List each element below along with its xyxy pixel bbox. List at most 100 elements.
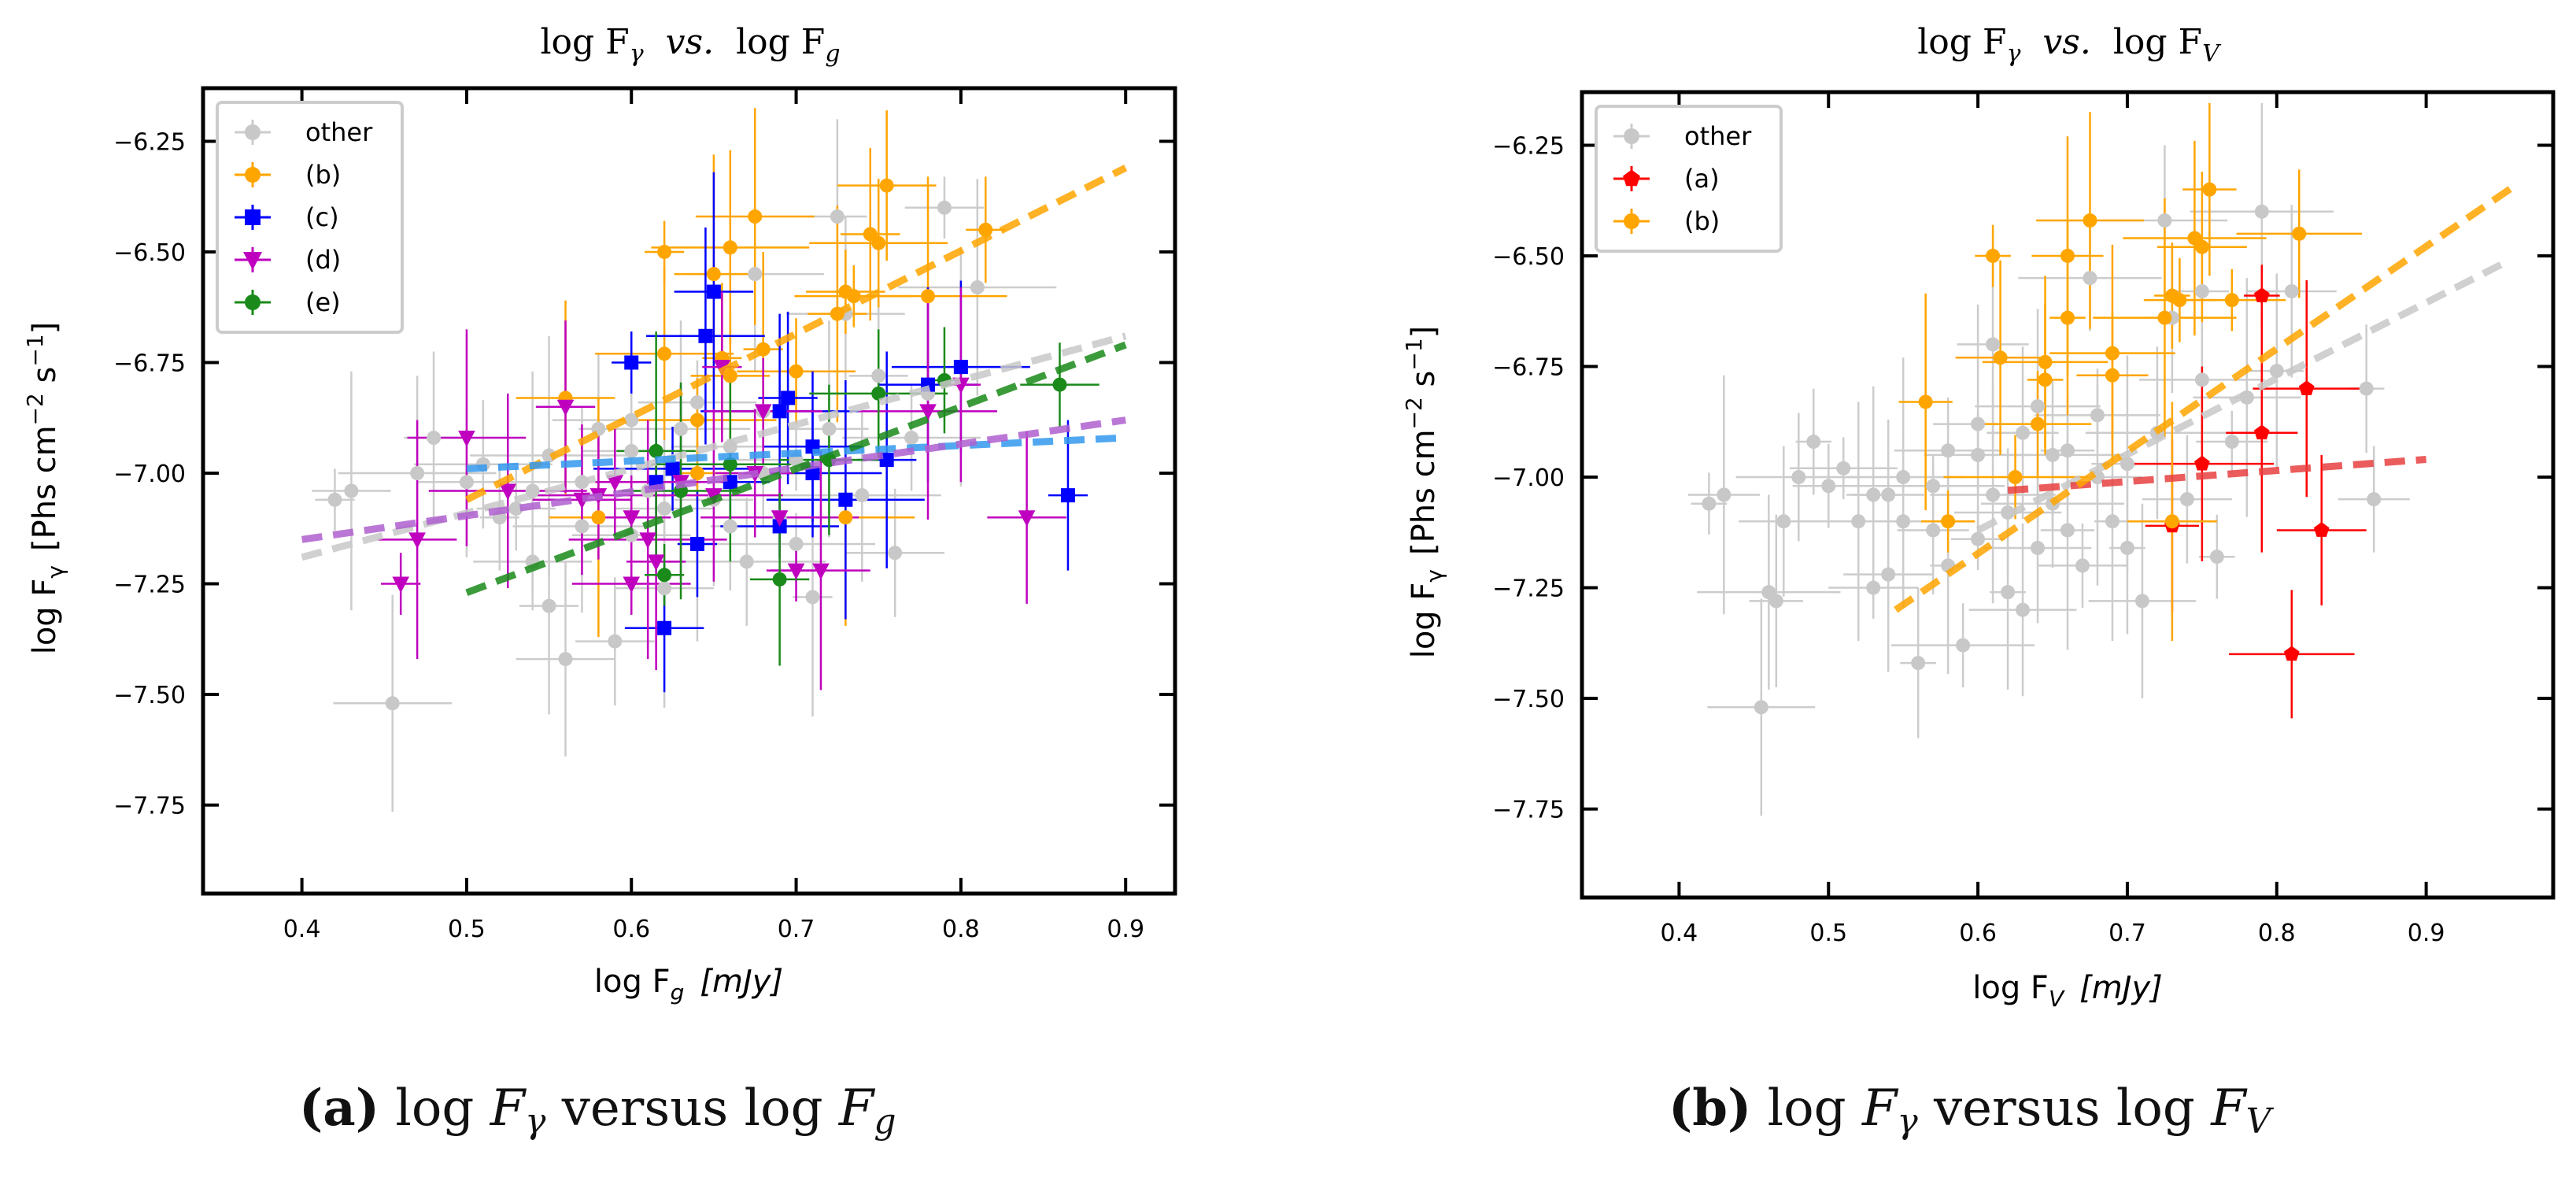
panel-b-point: [2038, 372, 2053, 387]
panel-b-point: [1866, 580, 1881, 595]
panel-a-xlabel: log Fg [mJy]: [594, 964, 783, 1005]
panel-b-point: [2179, 492, 2194, 507]
panel-b-point: [2016, 602, 2031, 617]
panel-b-xtick-label: 0.6: [1959, 920, 1997, 947]
panel-b-point: [1791, 470, 1806, 485]
panel-b-point: [2172, 293, 2187, 308]
panel-a-point: [723, 519, 737, 534]
panel-b-point: [1926, 523, 1941, 538]
panel-b-point: [2298, 380, 2315, 395]
panel-b-point: [2254, 204, 2269, 219]
panel-a-plot-area: [301, 108, 1128, 812]
panel-a-point: [657, 568, 672, 583]
panel-b-point: [1941, 443, 1956, 458]
panel-b-point: [2292, 226, 2307, 241]
panel-b-point: [2038, 354, 2053, 369]
panel-a-point: [781, 390, 796, 405]
panel-b-fit-line: [1976, 261, 2503, 534]
panel-b-ytick-label: −7.75: [1492, 797, 1565, 824]
panel-b-xtick-label: 0.5: [1809, 920, 1847, 947]
panel-a-point: [647, 554, 665, 572]
panel-a-point: [458, 431, 475, 447]
panel-b-point: [1896, 470, 1911, 485]
panel-a-point: [575, 519, 589, 534]
panel-a-point: [623, 576, 641, 594]
panel-b-point: [1926, 479, 1941, 494]
panel-b-point: [1776, 514, 1791, 529]
panel-b-title: log Fγ vs. log FV: [1917, 22, 2222, 68]
panel-b-ytick-label: −7.25: [1492, 576, 1565, 603]
panel-b-point: [2194, 283, 2209, 298]
panel-b-point: [2202, 182, 2217, 197]
panel-b-point: [2001, 585, 2016, 600]
panel-a-xtick-label: 0.9: [1107, 916, 1144, 943]
panel-a-point: [392, 576, 409, 594]
panel-b-point: [1896, 514, 1911, 529]
panel-a-point: [838, 510, 853, 525]
panel-b-point: [2209, 550, 2224, 564]
panel-b-point: [1971, 447, 1986, 462]
panel-a-fit-line: [301, 416, 1126, 543]
panel-a-ytick-label: −6.50: [113, 239, 186, 267]
panel-b-point: [1821, 479, 1836, 494]
panel-a-point: [657, 346, 672, 361]
panel-a-point: [789, 536, 804, 551]
panel-a-xtick-label: 0.5: [448, 916, 486, 943]
panel-b-point: [1986, 487, 2001, 502]
panel-b-point: [2060, 310, 2075, 325]
panel-b-point: [2194, 372, 2209, 387]
panel-a-ytick-label: −7.75: [113, 793, 186, 820]
panel-a-xtick-label: 0.8: [942, 916, 980, 943]
panel-a-point: [904, 431, 919, 446]
panel-a-point: [657, 244, 672, 259]
panel-a-point: [805, 590, 820, 605]
panel-b-point: [2031, 416, 2046, 431]
panel-b-legend-marker: [1624, 128, 1639, 144]
panel-b-point: [2090, 408, 2105, 423]
panel-b-point: [2046, 447, 2060, 462]
panel-b-point: [2194, 455, 2210, 471]
panel-a-legend-label: (b): [305, 160, 341, 190]
panel-a-point: [556, 399, 575, 416]
panel-a-fit-line: [465, 341, 1127, 596]
panel-a-point: [723, 457, 737, 472]
panel-b-legend-label: other: [1684, 121, 1752, 151]
panel-b-point: [2313, 522, 2330, 537]
panel-a-legend: other (b) (c) (d) (e): [216, 101, 404, 334]
panel-b-point: [2253, 424, 2270, 440]
panel-b-xtick-label: 0.7: [2108, 920, 2146, 947]
panel-a-ytick-label: −6.75: [113, 350, 186, 377]
panel-a-xtick-label: 0.4: [283, 916, 321, 943]
panel-a-axes-frame: [201, 86, 1177, 896]
panel-b-point: [1717, 487, 1732, 502]
panel-a-ytick-label: −7.50: [113, 682, 186, 709]
panel-a-legend-label: (e): [305, 287, 341, 317]
panel-b-point: [1986, 248, 2001, 263]
panel-b-point: [1918, 394, 1933, 409]
panel-b-point: [2367, 492, 2382, 507]
panel-a-point: [871, 235, 886, 250]
panel-b-point: [1768, 594, 1783, 609]
panel-a-point: [657, 501, 672, 516]
panel-a-point: [706, 284, 721, 299]
panel-b-legend-marker: [1623, 169, 1640, 187]
panel-a-point: [879, 453, 894, 468]
panel-b-point: [1993, 350, 2008, 365]
panel-a-ticks: 0.4 0.5 0.6 0.7 0.8 0.9 −6.25 −6.50 −6.75 −7.00 −7…: [113, 88, 1175, 943]
panel-a-point: [739, 554, 754, 569]
panel-b-xtick-label: 0.4: [1661, 920, 1698, 947]
panel-a-legend-label: (c): [305, 202, 339, 232]
panel-a-point: [344, 483, 359, 498]
panel-b-point: [2120, 540, 2134, 555]
panel-b-legend: other (a) (b): [1595, 105, 1783, 253]
panel-a-point: [674, 421, 689, 436]
panel-a-ylabel: log Fγ[Phs cm−2 s−1]: [22, 322, 68, 655]
panel-a-point: [327, 492, 342, 507]
panel-b-ticks: 0.4 0.5 0.6 0.7 0.8 0.9 −6.25 −6.50 −6.75 −7.00 −7…: [1492, 92, 2553, 947]
panel-a-point: [624, 443, 639, 458]
panel-b-axes-frame: [1580, 90, 2556, 900]
panel-a-point: [665, 461, 680, 476]
panel-b-chart: log Fγ vs. log FV 0.4 0.5 0.6 0.7 0.8 0.9 −6.25 −…: [1401, 22, 2556, 1012]
panel-b-point: [1866, 487, 1881, 502]
